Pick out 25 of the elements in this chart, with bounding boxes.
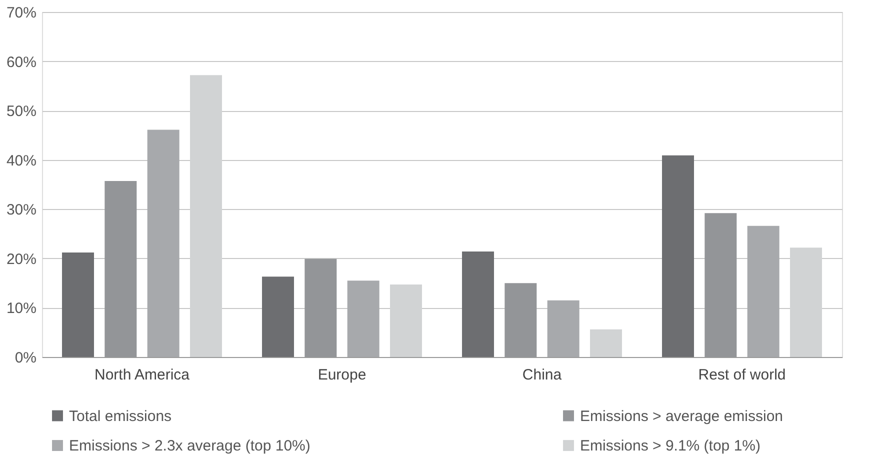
legend-label: Emissions > 2.3x average (top 10%) bbox=[69, 438, 310, 454]
legend-label: Emissions > 9.1% (top 1%) bbox=[580, 438, 760, 454]
x-tick-label: China bbox=[522, 366, 562, 384]
bar bbox=[590, 329, 622, 357]
y-tick-label: 10% bbox=[6, 300, 36, 318]
y-tick-label: 50% bbox=[6, 103, 36, 120]
x-tick-label: Europe bbox=[318, 366, 366, 384]
y-tick-label: 20% bbox=[6, 250, 36, 268]
bar bbox=[747, 226, 780, 357]
bar bbox=[547, 300, 580, 357]
bar bbox=[462, 252, 494, 357]
y-tick-label: 70% bbox=[6, 4, 36, 22]
y-tick-label: 30% bbox=[6, 202, 36, 219]
x-tick-label: Rest of world bbox=[698, 366, 786, 384]
legend-label: Emissions > average emission bbox=[580, 408, 784, 425]
x-tick-label: North America bbox=[94, 366, 190, 384]
y-tick-label: 40% bbox=[6, 152, 36, 170]
bar bbox=[347, 280, 380, 357]
bar bbox=[62, 252, 94, 357]
bar bbox=[662, 155, 694, 357]
legend-label: Total emissions bbox=[69, 408, 172, 425]
y-tick-label: 0% bbox=[14, 350, 36, 366]
y-tick-label: 60% bbox=[6, 54, 36, 71]
bar bbox=[147, 130, 180, 357]
bar bbox=[262, 276, 294, 357]
